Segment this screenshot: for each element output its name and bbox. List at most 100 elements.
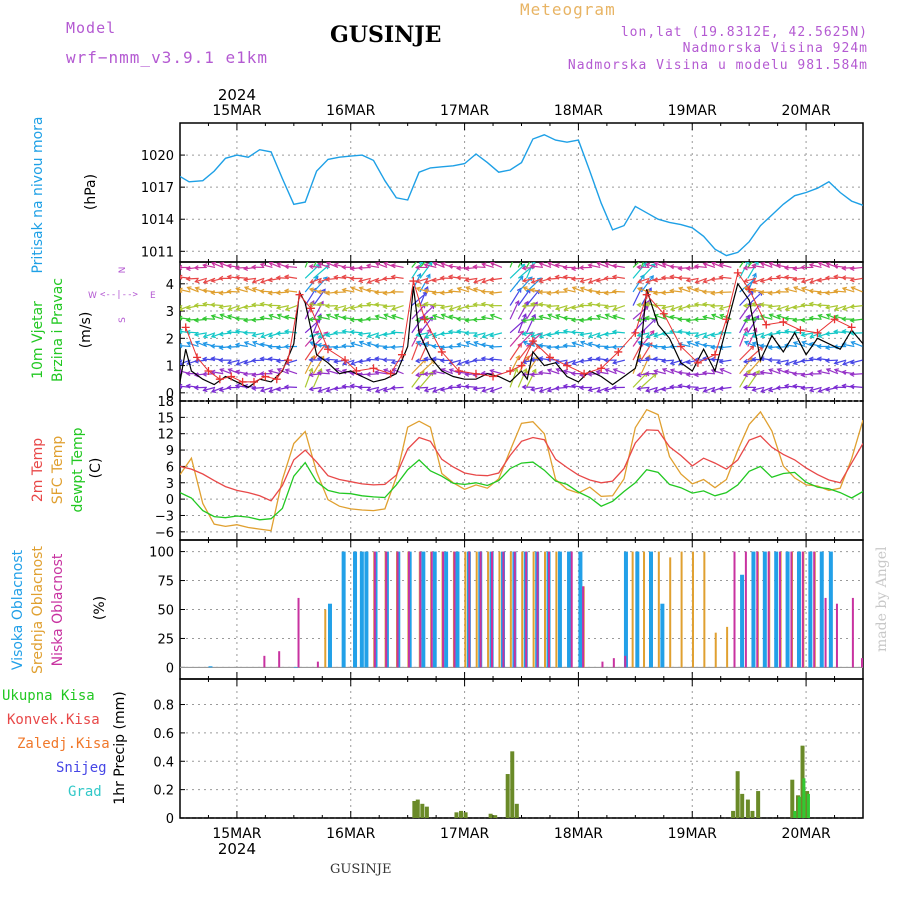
wind-arrow-head (341, 315, 347, 321)
wind-arrow-head (234, 383, 240, 389)
wind-arrow-head (251, 302, 257, 308)
wind-arrow-head (357, 303, 363, 309)
wind-arrow-head (423, 262, 429, 268)
wind-arrow (613, 359, 626, 364)
wind-arrow-head (480, 356, 486, 362)
y-tick-label: 75 (157, 575, 174, 590)
wind-arrow-head (366, 263, 372, 269)
wind-arrow-head (235, 287, 241, 292)
wind-arrow-head (218, 387, 224, 393)
wind-arrow-head (472, 317, 478, 323)
wind-arrow (244, 341, 257, 348)
wind-arrow-head (579, 286, 585, 292)
wind-arrow-head (447, 384, 453, 390)
compass-arrows: <--|--> (100, 290, 139, 300)
wind-arrow-head (832, 384, 838, 390)
gust-marker (272, 375, 281, 384)
dewpt-title: dewpt Temp (70, 427, 86, 512)
wind-arrow (350, 342, 363, 348)
wind-arrow-head (432, 262, 438, 267)
y-tick-label: 0.2 (153, 784, 174, 799)
wind-arrow-head (226, 385, 232, 391)
wind-arrow-head (775, 274, 781, 280)
y-tick-label: −3 (155, 509, 174, 524)
wind-arrow-head (783, 328, 790, 335)
wind-arrow-head (234, 265, 240, 271)
gust-marker (711, 350, 720, 359)
wind-arrow-head (226, 263, 232, 269)
wind-arrow-head (488, 277, 494, 283)
wind-arrow-head (751, 301, 757, 307)
wind-arrow-head (218, 290, 224, 296)
cloud-bar-mid (532, 551, 535, 668)
gust-marker (227, 372, 236, 381)
wind-arrow-head (710, 356, 716, 363)
wind-arrow (304, 262, 309, 268)
wind-arrow (842, 287, 855, 293)
gust-marker (341, 356, 350, 365)
wind-arrow-head (849, 371, 855, 377)
wind-arrow-head (742, 331, 749, 337)
wind-arrow-head (751, 263, 757, 269)
date-label-bottom: 19MAR (668, 826, 717, 842)
wind-arrow-head (267, 290, 273, 296)
wind-arrow-head (824, 290, 830, 296)
wind-arrow-head (701, 289, 707, 295)
wind-arrow (769, 314, 781, 320)
gust-marker (352, 367, 361, 376)
gust-marker (762, 320, 771, 329)
gust-marker (693, 358, 702, 367)
model-elevation-info: Nadmorska Visina u modelu 981.584m (567, 58, 868, 73)
precip-bar (731, 810, 736, 818)
wind-arrow-head (283, 264, 289, 270)
wind-arrow-head (579, 331, 585, 337)
wind-arrow-head (284, 314, 290, 320)
wind-arrow (367, 386, 380, 391)
wind-arrow-head (171, 263, 175, 267)
wind-arrow-head (603, 275, 609, 281)
product-title: Meteogram (520, 0, 616, 19)
wind-arrow-head (645, 333, 651, 339)
wind-arrow (186, 277, 199, 280)
wind-arrow-head (473, 340, 479, 346)
temp-unit: (C) (88, 458, 104, 479)
wind-arrow-head (431, 369, 437, 375)
wind-arrow-head (611, 274, 617, 280)
wind-arrow-head (636, 385, 642, 391)
wind-arrow (517, 343, 531, 361)
wind-arrow-head (578, 358, 585, 364)
wind-arrow (801, 277, 814, 283)
y-tick-label: 0 (166, 661, 174, 676)
wind-arrow-head (382, 276, 388, 282)
wind-arrow (180, 359, 183, 362)
wind-arrow-head (465, 340, 471, 346)
wind-arrow-head (578, 317, 585, 323)
precip-bar (424, 806, 429, 818)
cloud-bar-high (455, 551, 460, 668)
wind-arrow (539, 262, 552, 269)
wind-arrow (522, 277, 535, 282)
wind-arrow-head (677, 316, 683, 322)
wind-arrow (539, 386, 552, 393)
wind-arrow-head (710, 276, 716, 282)
wind-arrow (317, 316, 330, 320)
wind-arrow-head (677, 329, 683, 335)
wind-arrow-head (792, 317, 798, 323)
wind-arrow (227, 290, 240, 293)
wind-arrow-head (439, 331, 445, 337)
wind-arrow-head (653, 369, 659, 375)
wind-arrow-head (653, 388, 659, 393)
wind-arrow-head (841, 265, 847, 271)
wind-arrow-head (760, 262, 766, 267)
gust-marker (830, 315, 839, 324)
wind-arrow-head (424, 333, 430, 339)
wind-arrow-head (783, 265, 789, 271)
wind-arrow-head (472, 302, 478, 308)
wind-arrow-head (440, 262, 446, 267)
wind-arrow-head (711, 262, 717, 267)
wind-arrow (612, 264, 625, 269)
pressure-axis-title: Pritisak na nivou mora (30, 116, 46, 273)
wind-arrow (662, 368, 675, 375)
wind-arrow (694, 265, 707, 269)
wind-arrow-head (701, 370, 707, 376)
